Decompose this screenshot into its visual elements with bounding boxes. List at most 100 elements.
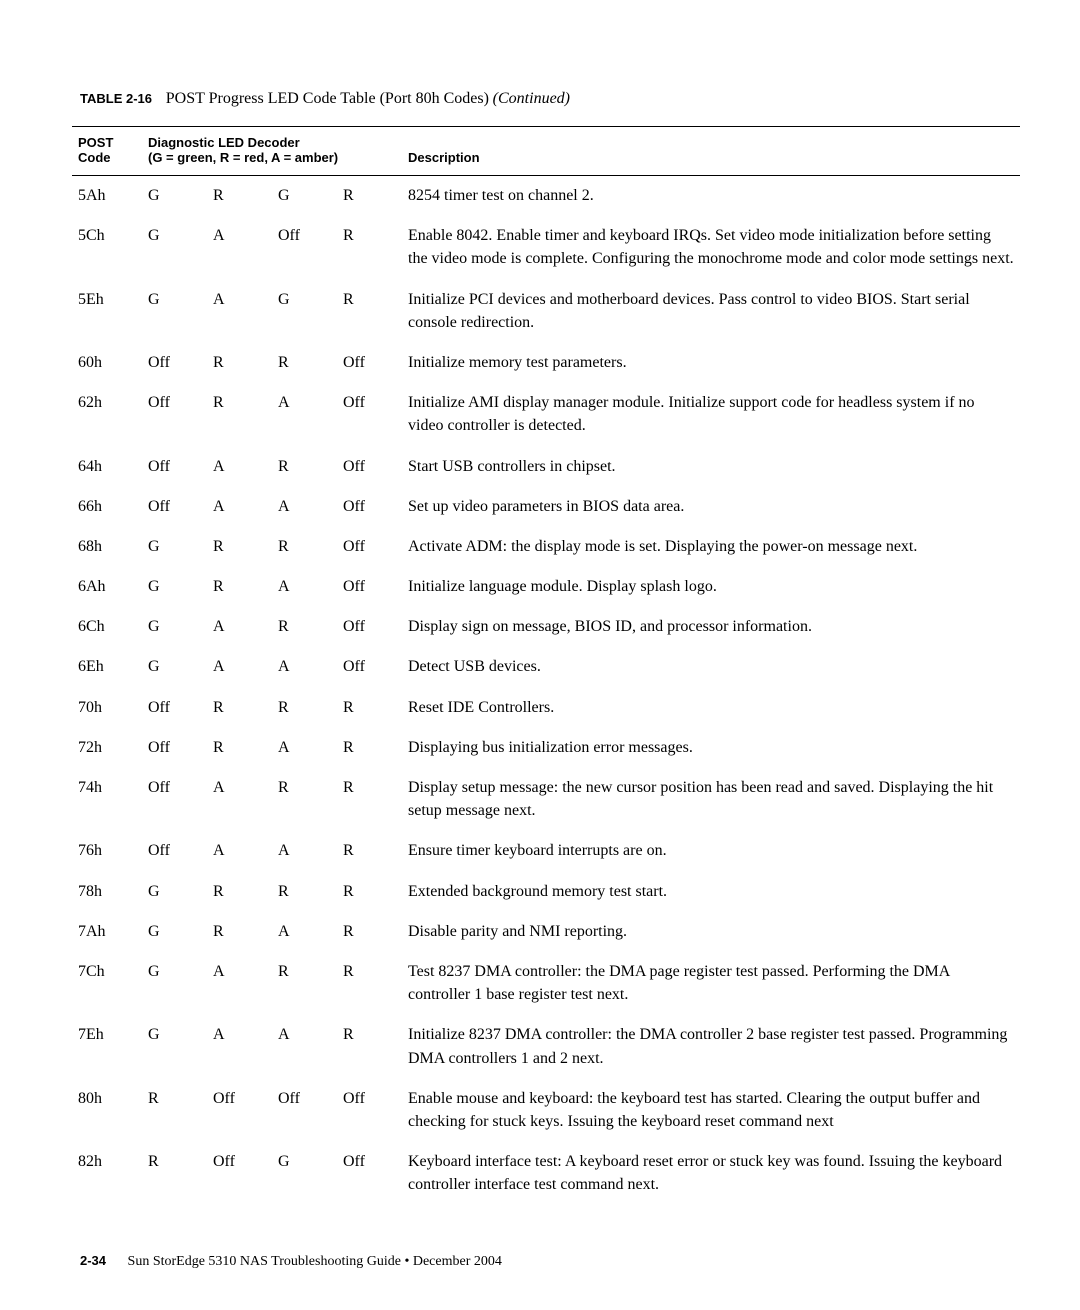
cell-description: 8254 timer test on channel 2. <box>402 176 1020 217</box>
table-row: 70hOffRRRReset IDE Controllers. <box>72 688 1020 728</box>
table-row: 74hOffARRDisplay setup message: the new … <box>72 768 1020 831</box>
cell-post-code: 74h <box>72 768 142 831</box>
cell-led-0: Off <box>142 768 207 831</box>
cell-led-1: A <box>207 447 272 487</box>
cell-led-2: R <box>272 447 337 487</box>
table-row: 6ChGAROffDisplay sign on message, BIOS I… <box>72 607 1020 647</box>
cell-led-3: Off <box>337 647 402 687</box>
cell-led-2: R <box>272 768 337 831</box>
cell-led-2: A <box>272 831 337 871</box>
table-continued: (Continued) <box>493 90 570 107</box>
cell-led-0: G <box>142 952 207 1015</box>
cell-led-0: G <box>142 607 207 647</box>
cell-post-code: 6Ah <box>72 567 142 607</box>
table-row: 66hOffAAOffSet up video parameters in BI… <box>72 487 1020 527</box>
cell-led-2: G <box>272 176 337 217</box>
cell-description: Ensure timer keyboard interrupts are on. <box>402 831 1020 871</box>
cell-led-3: Off <box>337 343 402 383</box>
cell-led-0: Off <box>142 343 207 383</box>
cell-description: Keyboard interface test: A keyboard rese… <box>402 1142 1020 1205</box>
cell-description: Start USB controllers in chipset. <box>402 447 1020 487</box>
cell-led-3: R <box>337 176 402 217</box>
cell-description: Displaying bus initialization error mess… <box>402 728 1020 768</box>
cell-led-0: Off <box>142 487 207 527</box>
cell-led-0: G <box>142 527 207 567</box>
cell-led-0: R <box>142 1142 207 1205</box>
cell-led-1: A <box>207 647 272 687</box>
cell-post-code: 5Ch <box>72 216 142 279</box>
cell-led-3: R <box>337 872 402 912</box>
cell-led-3: R <box>337 768 402 831</box>
cell-led-2: R <box>272 607 337 647</box>
table-row: 64hOffAROffStart USB controllers in chip… <box>72 447 1020 487</box>
cell-led-2: G <box>272 1142 337 1205</box>
cell-post-code: 80h <box>72 1079 142 1142</box>
table-row: 68hGRROffActivate ADM: the display mode … <box>72 527 1020 567</box>
cell-led-0: Off <box>142 831 207 871</box>
header-decoder: Diagnostic LED Decoder (G = green, R = r… <box>142 127 402 176</box>
cell-description: Initialize PCI devices and motherboard d… <box>402 280 1020 343</box>
cell-post-code: 70h <box>72 688 142 728</box>
cell-led-1: R <box>207 912 272 952</box>
cell-led-1: A <box>207 768 272 831</box>
cell-led-3: R <box>337 728 402 768</box>
table-row: 6AhGRAOffInitialize language module. Dis… <box>72 567 1020 607</box>
cell-led-1: A <box>207 487 272 527</box>
table-row: 7EhGAARInitialize 8237 DMA controller: t… <box>72 1015 1020 1078</box>
cell-led-1: A <box>207 216 272 279</box>
cell-post-code: 72h <box>72 728 142 768</box>
cell-led-1: R <box>207 688 272 728</box>
table-row: 80hROffOffOffEnable mouse and keyboard: … <box>72 1079 1020 1142</box>
cell-led-3: Off <box>337 607 402 647</box>
cell-post-code: 66h <box>72 487 142 527</box>
table-row: 7AhGRARDisable parity and NMI reporting. <box>72 912 1020 952</box>
cell-led-3: Off <box>337 447 402 487</box>
cell-led-1: R <box>207 176 272 217</box>
cell-description: Activate ADM: the display mode is set. D… <box>402 527 1020 567</box>
header-description: Description <box>402 127 1020 176</box>
cell-description: Reset IDE Controllers. <box>402 688 1020 728</box>
cell-led-1: A <box>207 1015 272 1078</box>
cell-description: Initialize memory test parameters. <box>402 343 1020 383</box>
table-row: 7ChGARRTest 8237 DMA controller: the DMA… <box>72 952 1020 1015</box>
cell-led-1: R <box>207 343 272 383</box>
cell-led-3: R <box>337 688 402 728</box>
table-row: 76hOffAAREnsure timer keyboard interrupt… <box>72 831 1020 871</box>
table-row: 60hOffRROffInitialize memory test parame… <box>72 343 1020 383</box>
cell-led-0: G <box>142 176 207 217</box>
cell-post-code: 6Eh <box>72 647 142 687</box>
cell-led-2: R <box>272 343 337 383</box>
table-row: 82hROffGOffKeyboard interface test: A ke… <box>72 1142 1020 1205</box>
table-row: 72hOffRARDisplaying bus initialization e… <box>72 728 1020 768</box>
table-row: 5EhGAGRInitialize PCI devices and mother… <box>72 280 1020 343</box>
cell-post-code: 76h <box>72 831 142 871</box>
cell-description: Enable 8042. Enable timer and keyboard I… <box>402 216 1020 279</box>
table-title: POST Progress LED Code Table (Port 80h C… <box>166 90 489 107</box>
cell-led-1: A <box>207 280 272 343</box>
cell-description: Initialize AMI display manager module. I… <box>402 383 1020 446</box>
cell-post-code: 5Ah <box>72 176 142 217</box>
cell-led-3: Off <box>337 1079 402 1142</box>
cell-led-3: R <box>337 280 402 343</box>
cell-led-0: G <box>142 567 207 607</box>
cell-led-0: G <box>142 280 207 343</box>
cell-led-3: Off <box>337 527 402 567</box>
cell-led-3: R <box>337 1015 402 1078</box>
cell-led-2: A <box>272 647 337 687</box>
footer-page-number: 2-34 <box>80 1253 106 1268</box>
cell-post-code: 6Ch <box>72 607 142 647</box>
table-row: 5ChGAOffREnable 8042. Enable timer and k… <box>72 216 1020 279</box>
cell-description: Display setup message: the new cursor po… <box>402 768 1020 831</box>
cell-led-2: A <box>272 1015 337 1078</box>
cell-led-0: G <box>142 912 207 952</box>
cell-led-1: R <box>207 383 272 446</box>
cell-post-code: 5Eh <box>72 280 142 343</box>
cell-led-1: A <box>207 952 272 1015</box>
cell-description: Detect USB devices. <box>402 647 1020 687</box>
cell-led-2: G <box>272 280 337 343</box>
cell-led-1: A <box>207 607 272 647</box>
cell-led-1: R <box>207 728 272 768</box>
cell-led-3: R <box>337 216 402 279</box>
footer-text: Sun StorEdge 5310 NAS Troubleshooting Gu… <box>128 1254 502 1269</box>
cell-led-2: A <box>272 487 337 527</box>
